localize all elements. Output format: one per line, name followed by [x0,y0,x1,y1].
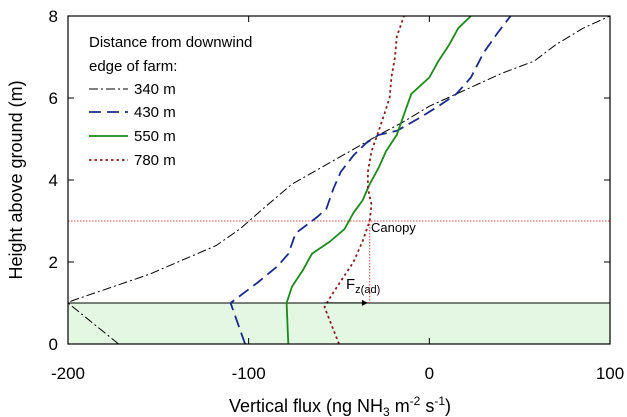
legend-label: 340 m [134,81,176,98]
x-axis-label: Vertical flux (ng NH3 m-2 s-1) [229,394,451,417]
flux-annotation-label: Fz(ad) [346,276,380,296]
legend-label: 780 m [134,152,176,169]
canopy-label: Canopy [371,220,416,235]
series-line-340m [68,16,610,344]
legend-title-line2: edge of farm: [89,58,177,75]
shaded-surface-layer [68,303,610,344]
x-tick-label: 100 [596,364,624,383]
series-line-430m [229,16,512,344]
y-tick-label: 0 [49,335,58,354]
x-tick-label: -200 [51,364,85,383]
y-axis-label: Height above ground (m) [6,80,26,279]
flux-arrow-head [361,299,368,306]
y-tick-label: 2 [49,253,58,272]
series-line-550m [285,16,472,344]
legend-label: 550 m [134,128,176,145]
x-tick-label: 0 [425,364,434,383]
series-line-780m [323,16,405,344]
x-tick-label: -100 [232,364,266,383]
legend-label: 430 m [134,104,176,121]
y-tick-label: 4 [49,171,58,190]
y-tick-label: 8 [49,7,58,26]
y-tick-label: 6 [49,89,58,108]
legend-title-line1: Distance from downwind [89,34,252,51]
